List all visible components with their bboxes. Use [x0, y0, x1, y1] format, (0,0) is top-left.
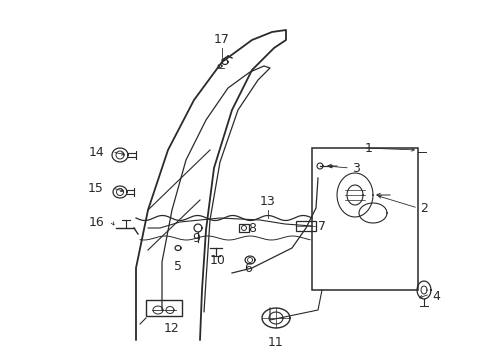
Text: 14: 14: [88, 145, 104, 158]
Bar: [296, 221, 316, 231]
Text: 17: 17: [214, 33, 230, 46]
Text: 7: 7: [318, 220, 326, 233]
Text: 13: 13: [260, 195, 276, 208]
Text: 1: 1: [365, 141, 373, 154]
Text: 4: 4: [432, 289, 440, 302]
Text: 2: 2: [420, 202, 428, 215]
Text: 10: 10: [210, 254, 226, 267]
Text: 6: 6: [244, 262, 252, 275]
Text: 8: 8: [248, 221, 256, 234]
Bar: [239, 224, 249, 232]
Text: 15: 15: [88, 181, 104, 194]
Text: 5: 5: [174, 260, 182, 273]
Text: 12: 12: [164, 322, 180, 335]
Text: 3: 3: [352, 162, 360, 175]
Text: 9: 9: [192, 232, 200, 245]
Text: 16: 16: [88, 216, 104, 229]
Text: 11: 11: [268, 336, 284, 349]
Bar: [146, 300, 182, 316]
Bar: [312, 148, 418, 290]
